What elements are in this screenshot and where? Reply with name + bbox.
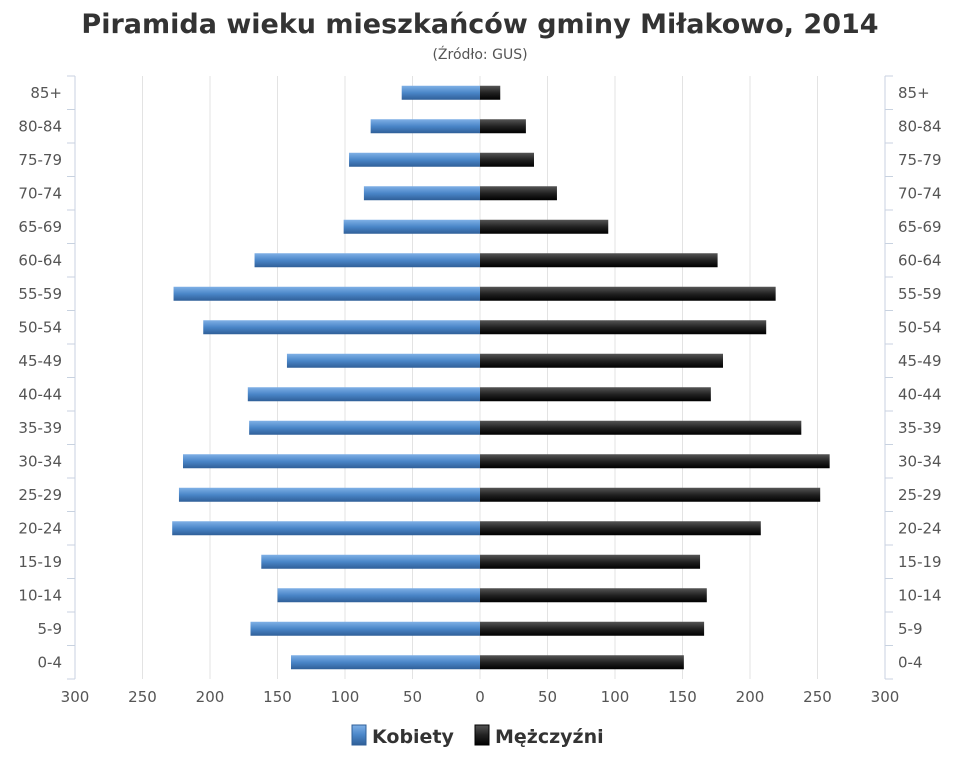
bar-mezczyzni	[480, 454, 830, 469]
category-label-right: 10-14	[898, 586, 942, 604]
bar-mezczyzni	[480, 353, 723, 368]
bar-kobiety	[178, 487, 480, 502]
bar-mezczyzni	[480, 253, 718, 268]
x-tick-label: 50	[403, 688, 422, 706]
category-label-right: 85+	[898, 84, 930, 102]
bar-kobiety	[254, 253, 480, 268]
category-label-right: 45-49	[898, 352, 942, 370]
bar-mezczyzni	[480, 420, 802, 435]
category-label-left: 10-14	[18, 586, 62, 604]
bar-kobiety	[291, 655, 480, 670]
bar-kobiety	[183, 454, 480, 469]
category-label-right: 30-34	[898, 452, 942, 470]
bar-mezczyzni	[480, 655, 684, 670]
category-label-left: 65-69	[18, 218, 62, 236]
x-tick-label: 300	[61, 688, 90, 706]
x-tick-label: 300	[871, 688, 900, 706]
category-label-right: 40-44	[898, 385, 942, 403]
category-label-left: 40-44	[18, 385, 62, 403]
bar-kobiety	[349, 152, 480, 167]
category-label-right: 20-24	[898, 519, 942, 537]
legend: Kobiety Mężczyźni	[351, 724, 604, 748]
x-tick-label: 0	[475, 688, 485, 706]
category-label-left: 45-49	[18, 352, 62, 370]
category-label-left: 55-59	[18, 285, 62, 303]
axes: 300 250 200 150 100 50 0 50 100 150 200 250 300 85+ 85…	[18, 75, 942, 706]
category-label-left: 15-19	[18, 553, 62, 571]
bar-kobiety	[247, 387, 480, 402]
x-tick-label: 100	[331, 688, 360, 706]
legend-label-mezczyzni: Mężczyźni	[495, 726, 604, 748]
category-label-right: 0-4	[898, 653, 923, 671]
x-tick-label: 150	[668, 688, 697, 706]
category-label-right: 55-59	[898, 285, 942, 303]
bar-mezczyzni	[480, 521, 761, 536]
x-tick-label: 150	[263, 688, 292, 706]
bar-mezczyzni	[480, 387, 711, 402]
category-label-right: 25-29	[898, 486, 942, 504]
category-label-right: 35-39	[898, 419, 942, 437]
category-label-right: 75-79	[898, 151, 942, 169]
bar-kobiety	[250, 621, 480, 636]
x-tick-label: 250	[128, 688, 157, 706]
category-label-left: 50-54	[18, 318, 62, 336]
bar-kobiety	[343, 219, 480, 234]
category-label-left: 60-64	[18, 251, 62, 269]
legend-swatch-mezczyzni	[474, 724, 490, 746]
category-label-right: 70-74	[898, 184, 942, 202]
category-label-left: 70-74	[18, 184, 62, 202]
bar-mezczyzni	[480, 219, 609, 234]
category-label-left: 0-4	[38, 653, 63, 671]
chart-subtitle: (Źródło: GUS)	[432, 45, 527, 63]
category-label-left: 25-29	[18, 486, 62, 504]
legend-swatch-kobiety	[351, 724, 367, 746]
bar-mezczyzni	[480, 85, 501, 100]
bar-kobiety	[363, 186, 480, 201]
category-label-left: 75-79	[18, 151, 62, 169]
bar-mezczyzni	[480, 554, 701, 569]
x-tick-label: 200	[736, 688, 765, 706]
bars	[172, 85, 830, 670]
category-label-right: 50-54	[898, 318, 942, 336]
category-label-left: 20-24	[18, 519, 62, 537]
bar-kobiety	[172, 521, 480, 536]
bar-mezczyzni	[480, 487, 821, 502]
bar-kobiety	[261, 554, 480, 569]
bar-mezczyzni	[480, 621, 705, 636]
bar-kobiety	[286, 353, 480, 368]
chart-title: Piramida wieku mieszkańców gminy Miłakow…	[81, 9, 878, 40]
bar-kobiety	[277, 588, 480, 603]
bar-mezczyzni	[480, 119, 526, 134]
category-label-right: 15-19	[898, 553, 942, 571]
bar-kobiety	[203, 320, 480, 335]
category-label-right: 80-84	[898, 117, 942, 135]
category-label-left: 80-84	[18, 117, 62, 135]
category-label-right: 5-9	[898, 620, 923, 638]
category-label-right: 60-64	[898, 251, 942, 269]
bar-kobiety	[401, 85, 480, 100]
x-tick-label: 250	[803, 688, 832, 706]
bar-kobiety	[370, 119, 480, 134]
category-label-left: 35-39	[18, 419, 62, 437]
bar-mezczyzni	[480, 286, 776, 301]
bar-kobiety	[173, 286, 481, 301]
x-tick-label: 100	[601, 688, 630, 706]
bar-kobiety	[249, 420, 480, 435]
bar-mezczyzni	[480, 186, 557, 201]
bar-mezczyzni	[480, 152, 534, 167]
bar-mezczyzni	[480, 320, 767, 335]
category-label-left: 30-34	[18, 452, 62, 470]
x-tick-label: 200	[196, 688, 225, 706]
category-label-left: 5-9	[38, 620, 63, 638]
x-tick-label: 50	[538, 688, 557, 706]
category-label-left: 85+	[30, 84, 62, 102]
category-label-right: 65-69	[898, 218, 942, 236]
bar-mezczyzni	[480, 588, 707, 603]
legend-label-kobiety: Kobiety	[372, 726, 455, 748]
